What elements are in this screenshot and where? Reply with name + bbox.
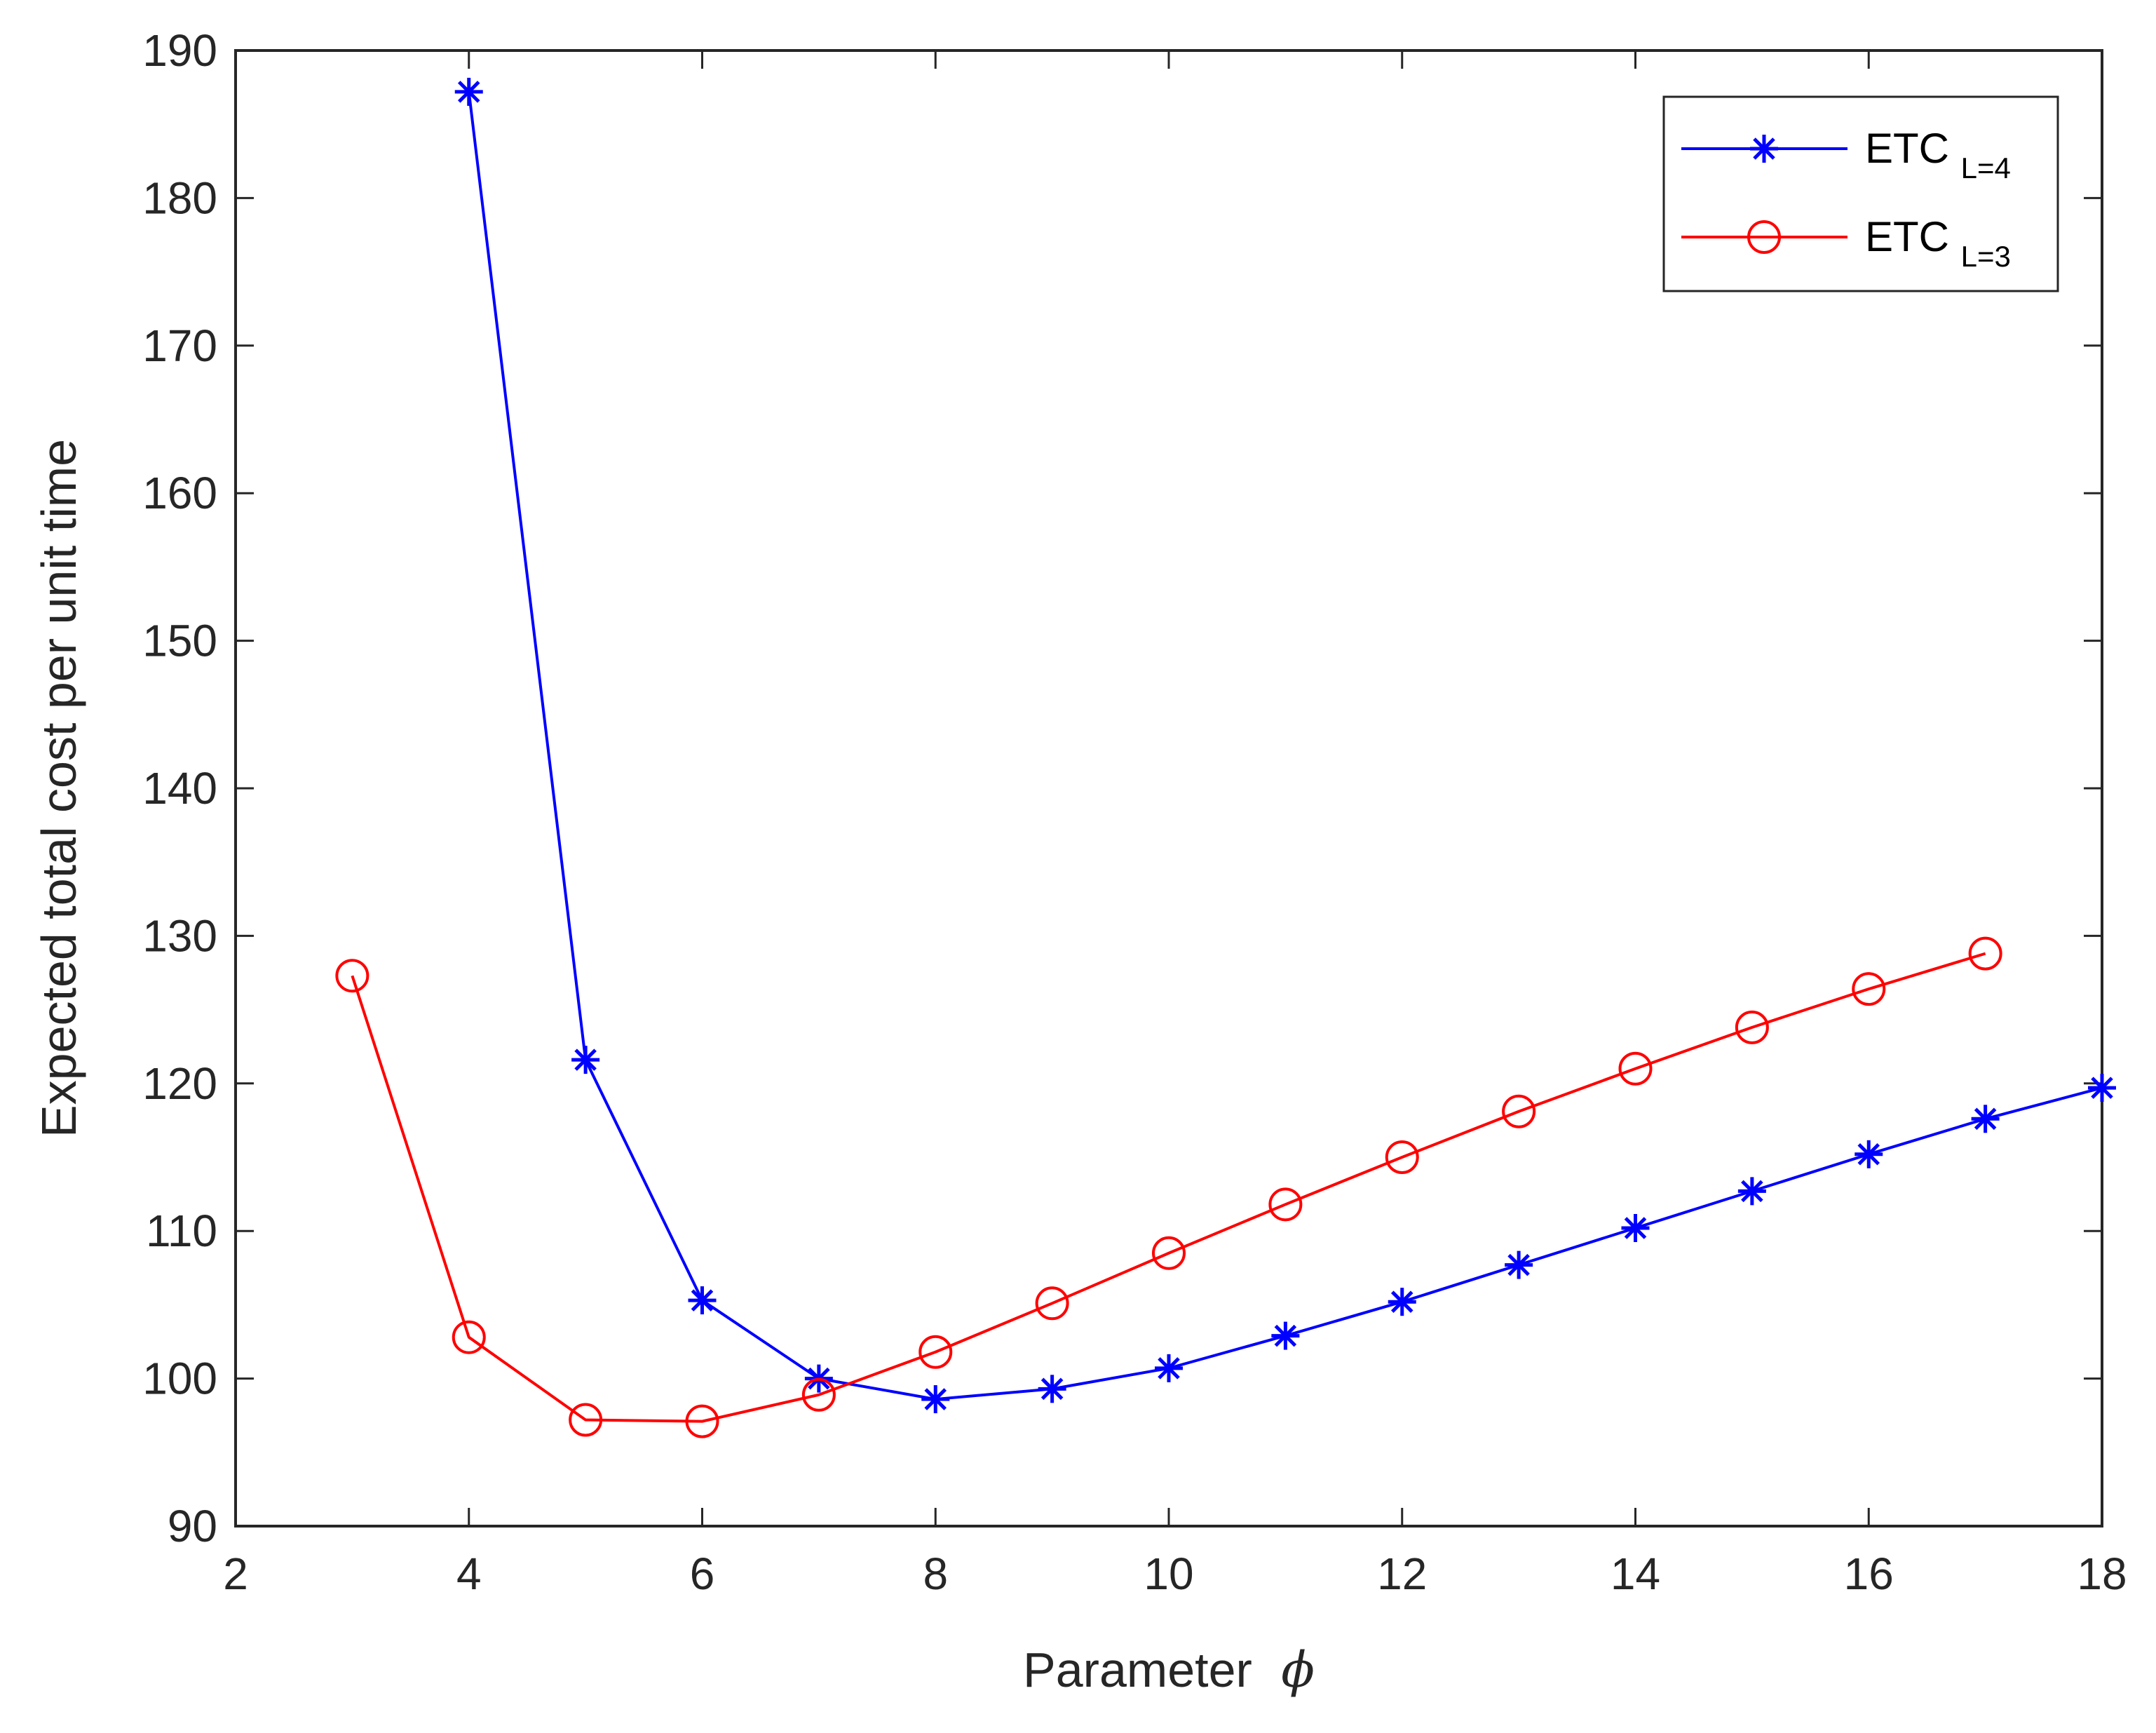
- y-tick-label: 100: [142, 1354, 217, 1404]
- data-point-etc-l3: [1502, 1094, 1536, 1128]
- legend-entry-etc-l3: ETC L=3: [1681, 213, 2011, 273]
- data-point-etc-l4: [1971, 1105, 2000, 1133]
- data-point-etc-l3: [1618, 1051, 1653, 1086]
- x-tick-label: 12: [1377, 1549, 1427, 1599]
- data-point-etc-l3: [801, 1377, 836, 1412]
- data-point-etc-l4: [1155, 1354, 1183, 1382]
- data-point-etc-l3: [1968, 936, 2002, 971]
- legend-label-etc-l3: ETC L=3: [1865, 213, 2011, 273]
- y-tick-label: 130: [142, 910, 217, 961]
- series-etc-l3: [335, 936, 2002, 1438]
- y-tick-label: 140: [142, 763, 217, 814]
- data-point-etc-l4: [1855, 1140, 1883, 1168]
- series-line-etc-l3: [351, 952, 1986, 1423]
- data-point-etc-l4: [2088, 1074, 2116, 1102]
- legend-box: [1662, 95, 2059, 292]
- data-point-etc-l3: [685, 1404, 719, 1438]
- series-etc-l4: [454, 77, 2116, 1414]
- data-point-etc-l4: [688, 1286, 717, 1315]
- data-point-etc-l4: [454, 77, 483, 106]
- legend-label-main-etc-l3: ETC: [1865, 213, 1949, 260]
- x-axis-label-text: Parameter: [1023, 1643, 1252, 1697]
- legend-label-etc-l4: ETC L=4: [1865, 125, 2011, 184]
- legend-marker-symbol-etc-l3: [1747, 220, 1781, 254]
- series-layer: [335, 77, 2116, 1438]
- data-point-etc-l4: [1505, 1250, 1533, 1279]
- legend-label-main-etc-l4: ETC: [1865, 125, 1949, 172]
- plot-area: [234, 49, 2103, 1528]
- y-tick-label: 180: [142, 173, 217, 223]
- data-point-etc-l3: [335, 959, 369, 993]
- data-point-etc-l3: [1035, 1286, 1069, 1321]
- legend: ETC L=4 ETC L=3: [1662, 95, 2059, 292]
- y-tick-label: 150: [142, 616, 217, 666]
- y-tick-label: 190: [142, 25, 217, 76]
- data-point-etc-l3: [918, 1335, 953, 1369]
- y-tick-label: 160: [142, 468, 217, 518]
- data-point-etc-l3: [452, 1320, 486, 1354]
- data-point-etc-l4: [1737, 1177, 1766, 1206]
- x-tick-label: 6: [690, 1549, 715, 1599]
- legend-entry-etc-l4: ETC L=4: [1681, 125, 2011, 184]
- data-point-etc-l3: [1385, 1140, 1419, 1174]
- data-point-etc-l3: [1735, 1010, 1769, 1044]
- data-point-etc-l4: [1271, 1321, 1300, 1350]
- data-point-etc-l4: [1388, 1288, 1416, 1316]
- x-tick-label: 10: [1144, 1549, 1193, 1599]
- data-point-etc-l3: [1152, 1236, 1186, 1270]
- x-axis-ticks: 2 4 6 8 10 12 14 16 18: [223, 50, 2127, 1599]
- y-tick-label: 120: [142, 1058, 217, 1109]
- x-tick-label: 14: [1611, 1549, 1660, 1599]
- y-axis-ticks: 90 100 110 120 130 140 150 160 170 180 190: [142, 25, 2102, 1551]
- data-point-etc-l4: [1621, 1213, 1650, 1242]
- x-tick-label: 4: [456, 1549, 482, 1599]
- x-axis-label: Parameter ϕ: [1023, 1641, 1315, 1699]
- data-point-etc-l4: [571, 1046, 600, 1074]
- y-tick-label: 110: [146, 1206, 217, 1256]
- x-axis-label-phi: ϕ: [1281, 1641, 1315, 1699]
- data-point-etc-l3: [1268, 1187, 1303, 1222]
- data-point-etc-l3: [569, 1403, 603, 1437]
- legend-marker-etc-l3: [1747, 220, 1781, 254]
- data-point-etc-l4: [1038, 1375, 1066, 1403]
- y-tick-label: 90: [168, 1501, 217, 1551]
- y-axis-label: Expected total cost per unit time: [32, 439, 86, 1138]
- x-tick-label: 8: [923, 1549, 948, 1599]
- legend-label-sub-etc-l3: L=3: [1961, 240, 2011, 273]
- x-tick-label: 2: [223, 1549, 248, 1599]
- y-tick-label: 170: [142, 321, 217, 371]
- data-point-etc-l3: [1852, 972, 1886, 1006]
- x-tick-label: 18: [2077, 1549, 2127, 1599]
- legend-marker-etc-l4: [1750, 135, 1778, 163]
- legend-label-sub-etc-l4: L=4: [1961, 151, 2011, 184]
- data-point-etc-l4: [921, 1385, 950, 1414]
- legend-marker-symbol-etc-l4: [1750, 135, 1778, 163]
- x-tick-label: 16: [1844, 1549, 1894, 1599]
